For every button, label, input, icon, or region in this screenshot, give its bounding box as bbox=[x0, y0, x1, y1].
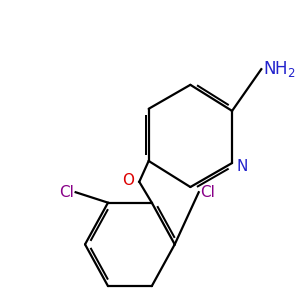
Text: O: O bbox=[122, 173, 134, 188]
Text: Cl: Cl bbox=[59, 185, 74, 200]
Text: N: N bbox=[237, 159, 248, 174]
Text: NH$_2$: NH$_2$ bbox=[263, 59, 296, 79]
Text: Cl: Cl bbox=[200, 185, 215, 200]
